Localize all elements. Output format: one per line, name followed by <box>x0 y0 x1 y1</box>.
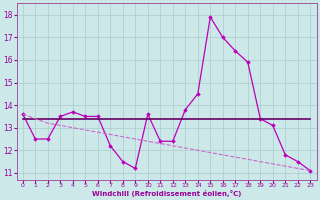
X-axis label: Windchill (Refroidissement éolien,°C): Windchill (Refroidissement éolien,°C) <box>92 190 241 197</box>
